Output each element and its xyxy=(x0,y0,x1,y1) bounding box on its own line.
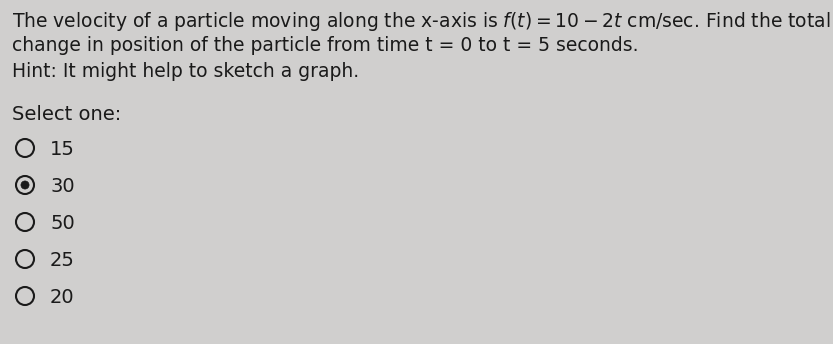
Text: The velocity of a particle moving along the x-axis is $f(t) = 10 - 2t$ cm/sec. F: The velocity of a particle moving along … xyxy=(12,10,831,33)
Text: change in position of the particle from time t = 0 to t = 5 seconds.: change in position of the particle from … xyxy=(12,36,639,55)
Text: 30: 30 xyxy=(50,177,75,196)
Text: Select one:: Select one: xyxy=(12,105,122,124)
Text: 25: 25 xyxy=(50,251,75,270)
Text: Hint: It might help to sketch a graph.: Hint: It might help to sketch a graph. xyxy=(12,62,359,81)
Text: 50: 50 xyxy=(50,214,75,233)
Ellipse shape xyxy=(21,181,29,189)
Text: 15: 15 xyxy=(50,140,75,159)
Text: 20: 20 xyxy=(50,288,75,307)
